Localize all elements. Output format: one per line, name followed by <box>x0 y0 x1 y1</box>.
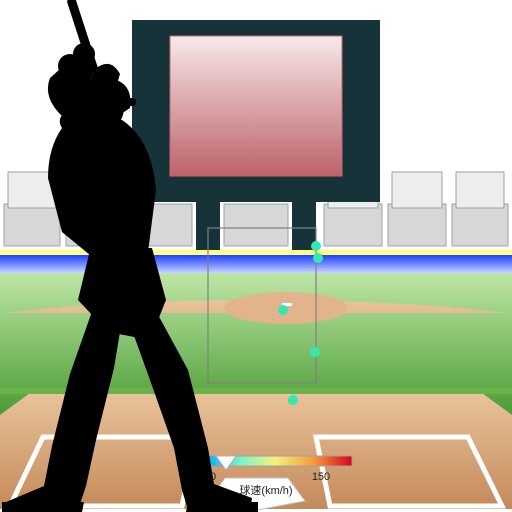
pitch-marker-0 <box>278 305 288 315</box>
legend-tick-1: 150 <box>312 471 330 483</box>
stands-lower-8 <box>452 204 508 246</box>
stands-lower-7 <box>388 204 446 246</box>
pitch-marker-3 <box>310 347 320 357</box>
scoreboard-screen <box>170 36 342 176</box>
stands-lower-4 <box>224 204 288 246</box>
pitch-marker-1 <box>311 241 321 251</box>
fence-top <box>0 250 512 255</box>
stands-lower-0 <box>4 204 60 246</box>
fence-wall <box>0 255 512 273</box>
pitch-marker-4 <box>288 395 298 405</box>
stands-lower-6 <box>324 204 382 246</box>
stands-upper-8 <box>456 172 504 208</box>
pitch-marker-2 <box>313 253 323 263</box>
legend-title: 球速(km/h) <box>239 483 292 497</box>
stands-upper-7 <box>392 172 442 208</box>
